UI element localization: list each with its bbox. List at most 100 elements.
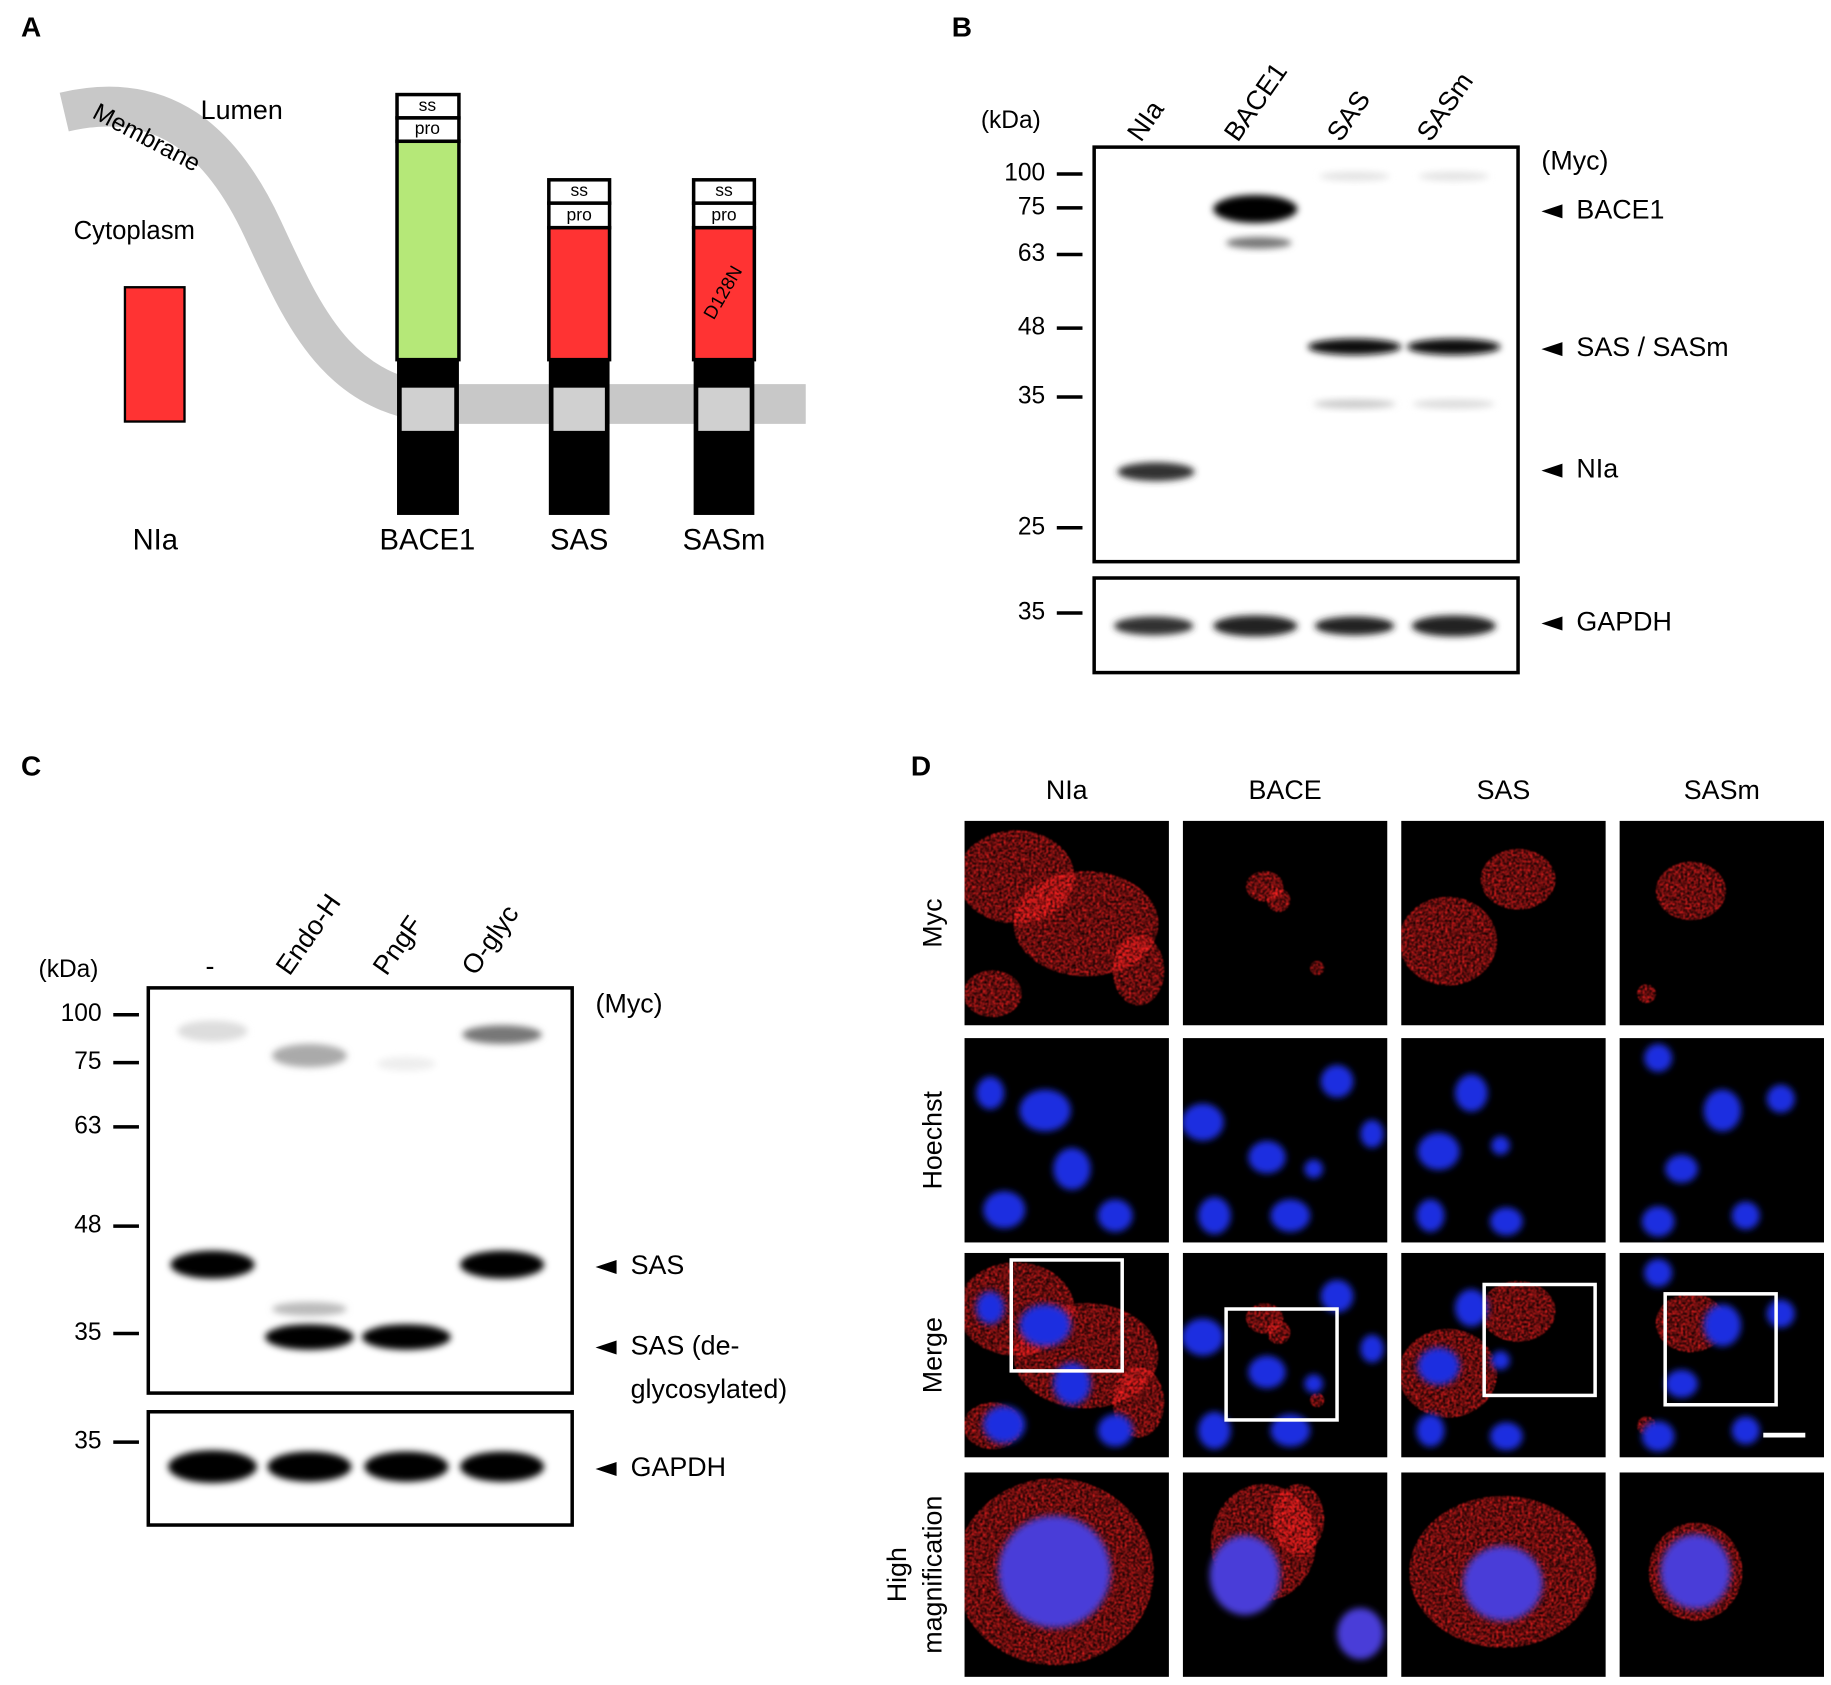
marker-label: 35 — [74, 1428, 101, 1455]
marker-label: 100 — [1004, 159, 1045, 186]
micrograph-content — [1182, 1279, 1384, 1450]
micrograph-content — [1641, 1043, 1795, 1237]
micrograph — [1401, 1252, 1606, 1458]
micrograph — [964, 1472, 1169, 1677]
micrograph — [1619, 1038, 1824, 1243]
marker-label: 63 — [1018, 240, 1045, 267]
nucleus — [1490, 1207, 1523, 1236]
loading-label: GAPDH — [1576, 607, 1671, 637]
micrograph — [1401, 1038, 1606, 1243]
micrograph — [964, 820, 1169, 1026]
nucleus — [1304, 1374, 1324, 1394]
shape — [460, 1451, 545, 1482]
nucleus — [1198, 1411, 1231, 1450]
marker-label: 35 — [1018, 382, 1045, 409]
marker-label: 75 — [1018, 193, 1045, 220]
row-label: Myc — [917, 898, 947, 947]
domain-label: pro — [567, 205, 592, 225]
unit-label: (kDa) — [39, 956, 99, 983]
nucleus — [1731, 1201, 1760, 1230]
shape — [1411, 615, 1496, 637]
lane-label: NIa — [1121, 95, 1170, 146]
shape — [272, 1302, 347, 1317]
row-label: magnification — [917, 1496, 947, 1654]
construct-name: BACE1 — [380, 525, 476, 557]
nucleus — [1454, 1074, 1488, 1112]
nucleus — [1097, 1414, 1133, 1447]
shape — [1314, 616, 1395, 636]
shape — [168, 1450, 257, 1483]
shape — [691, 225, 757, 362]
label: Cytoplasm — [74, 217, 195, 245]
marker-label: 35 — [74, 1319, 101, 1346]
row-label: Hoechst — [917, 1090, 947, 1189]
panel-label: D — [911, 751, 931, 782]
zoom-box — [1009, 1258, 1124, 1373]
band-label: SAS / SASm — [1576, 332, 1728, 362]
band-label: BACE1 — [1576, 194, 1664, 224]
band-label: NIa — [1576, 454, 1618, 484]
shape — [1407, 338, 1501, 355]
shape — [1319, 171, 1390, 181]
myc-signal — [1655, 861, 1726, 921]
nucleus — [1304, 1159, 1324, 1179]
micrograph — [964, 1038, 1169, 1243]
nucleus — [1454, 1289, 1488, 1327]
marker-label: 48 — [74, 1212, 101, 1239]
nucleus — [1248, 1355, 1286, 1389]
micrograph — [1182, 1252, 1388, 1458]
lane-label: SASm — [1411, 67, 1479, 147]
arrowhead — [595, 1461, 617, 1476]
panel-label: A — [21, 12, 41, 43]
micrograph — [964, 1252, 1169, 1458]
marker-label: 100 — [61, 1000, 102, 1027]
micrograph — [1182, 820, 1388, 1026]
nia-construct — [123, 286, 186, 423]
arrowhead — [595, 1259, 617, 1274]
lane-label: SAS — [1321, 85, 1376, 146]
micrograph-content — [1648, 1522, 1743, 1621]
band-label: SAS — [631, 1250, 685, 1280]
bands-b — [1114, 171, 1501, 637]
row-label: High — [882, 1547, 912, 1602]
micrographs — [964, 820, 1824, 1677]
nucleus — [983, 1405, 1026, 1444]
nucleus — [1360, 1119, 1384, 1148]
band-label: glycosylated) — [631, 1374, 788, 1404]
nucleus — [1491, 1351, 1510, 1370]
zoom-box — [1663, 1292, 1778, 1407]
micrograph-content — [1182, 1064, 1384, 1235]
micrograph — [1401, 820, 1606, 1026]
nucleus — [1097, 1199, 1133, 1232]
micrograph — [1619, 1252, 1824, 1458]
nucleus — [1463, 1546, 1543, 1621]
column-label: NIa — [1046, 775, 1088, 805]
shape — [548, 359, 610, 515]
micrograph — [1182, 1038, 1388, 1243]
arrowhead — [1541, 463, 1563, 478]
arrowhead — [595, 1340, 617, 1355]
micrograph — [1619, 1472, 1824, 1677]
micrograph-content — [1401, 848, 1556, 986]
lane-label: Endo-H — [270, 888, 347, 980]
column-label: SASm — [1684, 775, 1760, 805]
nucleus — [1644, 1258, 1673, 1287]
antibody-label: (Myc) — [596, 988, 663, 1018]
shape — [272, 1043, 347, 1068]
myc-signal — [1112, 935, 1165, 1006]
micrograph-content — [1637, 1258, 1795, 1452]
nucleus — [1641, 1206, 1675, 1237]
row-label: Merge — [917, 1317, 947, 1393]
arrowhead — [1541, 204, 1563, 219]
panel-label: C — [21, 751, 41, 782]
myc-signal — [1310, 1393, 1325, 1408]
micrograph-content — [964, 1478, 1154, 1666]
micrograph-content — [1416, 1074, 1523, 1236]
nucleus — [1490, 1422, 1523, 1451]
shape — [170, 1250, 255, 1279]
micrograph-content — [976, 1076, 1133, 1232]
shape — [1114, 616, 1194, 636]
nucleus — [1248, 1140, 1286, 1174]
